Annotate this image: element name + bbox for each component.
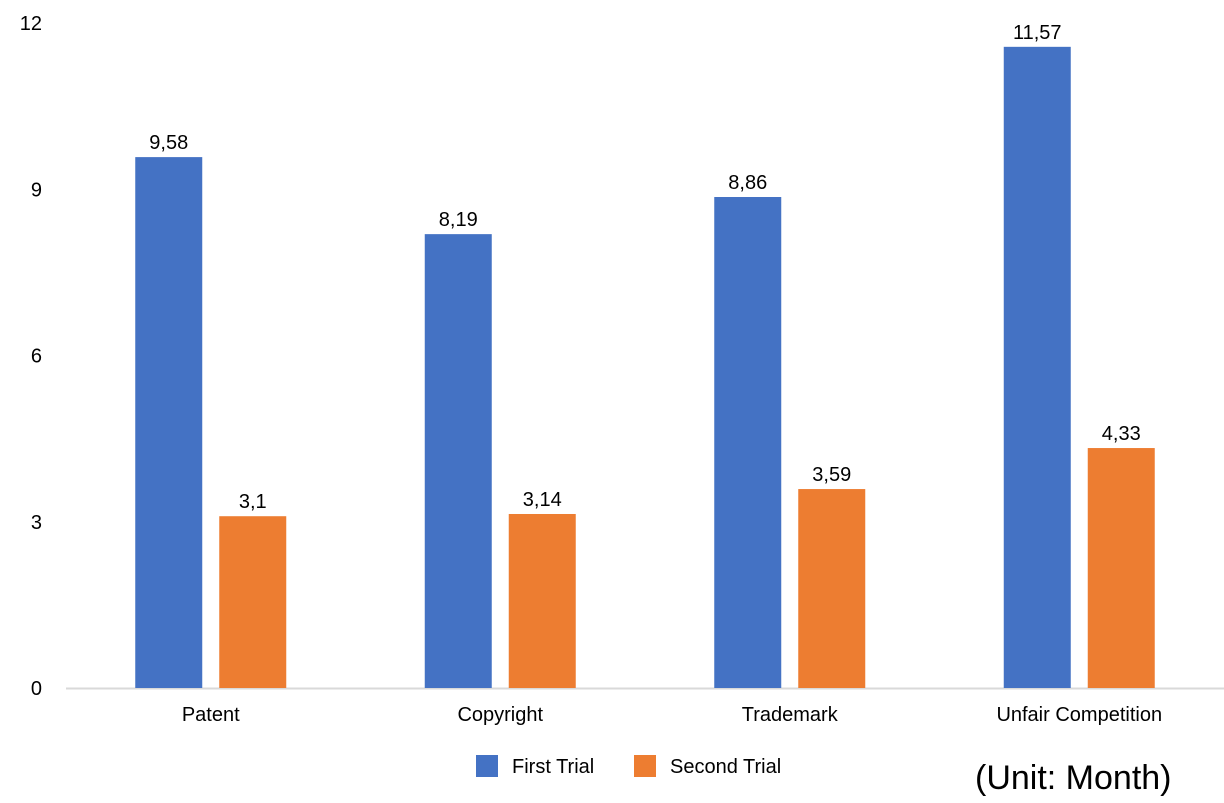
bar-value-label: 3,59	[812, 464, 851, 486]
legend-label: Second Trial	[670, 756, 781, 778]
bar-first-trial	[714, 197, 782, 688]
legend-label: First Trial	[512, 756, 594, 778]
y-tick-label: 12	[20, 13, 42, 35]
x-tick-label: Trademark	[742, 704, 839, 726]
legend-swatch	[634, 755, 656, 777]
bar-value-label: 11,57	[1013, 22, 1062, 44]
bar-second-trial	[1087, 448, 1155, 688]
y-tick-label: 0	[31, 678, 42, 700]
bar-second-trial	[798, 489, 866, 688]
bar-first-trial	[135, 157, 203, 688]
legend-swatch	[476, 755, 498, 777]
bar-value-labels: 9,58 3,1 8,19 3,14 8,86 3,59 11,57 4,33	[149, 22, 1140, 513]
x-tick-label: Unfair Competition	[996, 704, 1162, 726]
bar-value-label: 9,58	[149, 132, 188, 154]
y-tick-label: 3	[31, 512, 42, 534]
legend: First Trial Second Trial	[476, 755, 781, 778]
bars	[135, 46, 1155, 689]
bar-first-trial	[1003, 46, 1071, 689]
bar-value-label: 8,86	[728, 172, 767, 194]
x-tick-label: Patent	[182, 704, 240, 726]
y-tick-label: 9	[31, 179, 42, 201]
x-tick-label: Copyright	[457, 704, 543, 726]
x-axis-tick-labels: Patent Copyright Trademark Unfair Competiti…	[182, 704, 1162, 726]
bar-second-trial	[508, 513, 576, 688]
y-axis-ticks: 0 3 6 9 12	[20, 13, 42, 700]
unit-annotation: (Unit: Month)	[975, 759, 1172, 797]
bar-value-label: 8,19	[439, 209, 478, 231]
bar-second-trial	[219, 516, 287, 688]
bar-first-trial	[424, 234, 492, 688]
bar-value-label: 3,1	[239, 491, 267, 513]
bar-value-label: 4,33	[1102, 423, 1141, 445]
bar-value-label: 3,14	[523, 489, 562, 511]
y-tick-label: 6	[31, 346, 42, 368]
